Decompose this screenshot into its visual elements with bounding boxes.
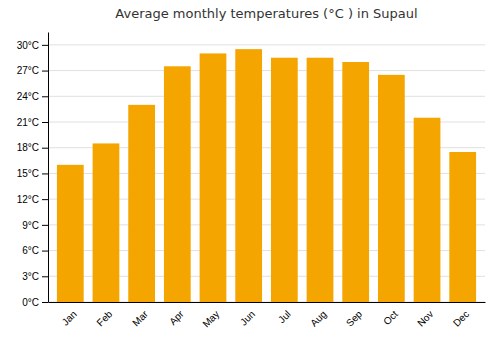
- tick-label: 24°C: [17, 91, 39, 102]
- tick-label: 30°C: [17, 40, 39, 51]
- tick-label: Nov: [415, 308, 435, 328]
- tick-label: Jan: [60, 308, 79, 327]
- tick: 3°C: [22, 271, 48, 282]
- tick-label: Oct: [381, 308, 400, 327]
- tick-label: Apr: [167, 308, 186, 327]
- tick: Apr: [167, 308, 186, 327]
- tick-mark: [42, 148, 48, 149]
- tick: May: [200, 308, 221, 329]
- tick-mark: [42, 302, 48, 303]
- tick: 9°C: [22, 220, 48, 231]
- tick-label: 0°C: [22, 297, 39, 308]
- tick-label: 12°C: [17, 194, 39, 205]
- bar: [414, 118, 441, 302]
- tick: 15°C: [17, 168, 48, 179]
- title: Average monthly temperatures (°C ) in Su…: [115, 6, 417, 21]
- tick-mark: [42, 199, 48, 200]
- bar: [449, 152, 476, 302]
- tick: 18°C: [17, 142, 48, 153]
- y-axis: 0°C 3°C 6°C 9°C 12°C 15°C 18°C 21°C 24°C 27°C 30°C: [17, 33, 49, 308]
- tick: 12°C: [17, 194, 48, 205]
- chart: Jan Feb Mar Apr May Jun Jul Aug Sep Oct Nov Dec 0°C 3…: [0, 0, 500, 350]
- axis-line: [49, 302, 486, 303]
- tick-mark: [42, 71, 48, 72]
- tick-label: Mar: [130, 308, 150, 328]
- tick-label: May: [200, 308, 221, 329]
- tick-mark: [42, 173, 48, 174]
- bar: [57, 165, 84, 302]
- tick: Nov: [415, 308, 435, 328]
- tick: 6°C: [22, 245, 48, 256]
- tick-label: 18°C: [17, 142, 39, 153]
- bars: [57, 49, 476, 302]
- tick: Dec: [451, 308, 471, 328]
- grid-line: [48, 44, 485, 45]
- tick: 24°C: [17, 91, 48, 102]
- bar: [93, 143, 120, 302]
- grid-line: [48, 70, 485, 71]
- bar: [342, 62, 369, 302]
- bar: [307, 58, 334, 302]
- tick: Jul: [276, 308, 293, 325]
- tick-label: Jun: [238, 308, 257, 327]
- tick-label: 27°C: [17, 65, 39, 76]
- tick: Mar: [130, 308, 150, 328]
- tick: Jun: [238, 308, 257, 327]
- tick-mark: [42, 225, 48, 226]
- tick-label: 9°C: [22, 220, 39, 231]
- bar: [128, 105, 155, 302]
- bar: [200, 53, 227, 302]
- tick-label: Dec: [451, 308, 471, 328]
- bar: [378, 75, 405, 302]
- tick-mark: [42, 251, 48, 252]
- tick-label: 15°C: [17, 168, 39, 179]
- grid: [48, 45, 485, 302]
- tick: Jan: [60, 308, 79, 327]
- tick-label: Sep: [344, 308, 365, 329]
- bar: [235, 49, 262, 302]
- tick: 21°C: [17, 117, 48, 128]
- tick: Sep: [344, 308, 365, 329]
- axis-line: [48, 33, 49, 303]
- tick-label: Aug: [308, 308, 328, 328]
- plot: Jan Feb Mar Apr May Jun Jul Aug Sep Oct Nov Dec 0°C 3…: [17, 33, 486, 330]
- bar: [164, 66, 191, 302]
- tick-label: Feb: [94, 308, 114, 328]
- tick: 30°C: [17, 40, 48, 51]
- tick-mark: [42, 276, 48, 277]
- x-axis: Jan Feb Mar Apr May Jun Jul Aug Sep Oct Nov Dec: [49, 303, 486, 330]
- tick-mark: [42, 122, 48, 123]
- tick-label: 6°C: [22, 245, 39, 256]
- bar: [271, 58, 298, 302]
- tick-label: 3°C: [22, 271, 39, 282]
- tick: 0°C: [22, 297, 48, 308]
- tick: Oct: [381, 308, 400, 327]
- tick-label: Jul: [276, 308, 293, 325]
- tick-label: 21°C: [17, 117, 39, 128]
- tick: 27°C: [17, 65, 48, 76]
- tick-mark: [42, 45, 48, 46]
- tick: Aug: [308, 308, 328, 328]
- grid-line: [48, 96, 485, 97]
- tick-mark: [42, 96, 48, 97]
- tick: Feb: [94, 308, 114, 328]
